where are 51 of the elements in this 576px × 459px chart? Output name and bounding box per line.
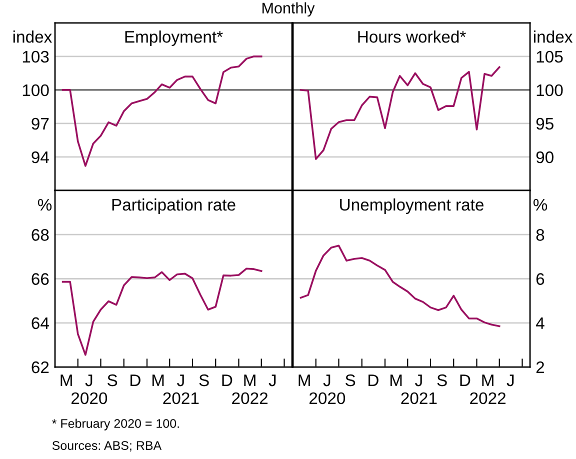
x-tick-label: M <box>152 374 164 386</box>
x-tick-label: J 2021 <box>401 374 437 404</box>
x-tick-label: S <box>437 374 447 386</box>
y-tick-label: 4 <box>536 317 544 329</box>
x-tick-label: S <box>108 374 118 386</box>
x-tick-label: J 2021 <box>163 374 199 404</box>
text: * February 2020 = 100. <box>52 418 179 430</box>
x-tick-label: M 2022 <box>470 374 506 404</box>
chart-title: Participation rate <box>112 198 236 214</box>
x-tick-label: J <box>506 374 514 386</box>
y-tick-label: 97 <box>32 118 49 130</box>
x-tick-label: M <box>390 374 402 386</box>
chart-subtitle: Monthly <box>262 2 315 17</box>
x-tick-label: M <box>60 374 72 386</box>
chart-title: Hours worked* <box>358 30 466 43</box>
y-tick-label: 100 <box>22 84 49 96</box>
x-tick-label: M <box>298 374 310 386</box>
y-axis-title: index <box>534 30 573 43</box>
chart-title: Unemployment rate <box>340 198 484 214</box>
x-tick-label: D <box>130 374 140 386</box>
line-series <box>300 66 500 160</box>
y-tick-label: 8 <box>536 229 544 241</box>
y-tick-label: 2 <box>536 361 544 374</box>
chart-title: Employment* <box>125 30 223 46</box>
x-tick-label: D <box>222 374 232 386</box>
x-tick-label: J 2020 <box>71 374 108 404</box>
y-axis-title: % <box>533 198 548 211</box>
y-axis-title: % <box>38 198 52 211</box>
x-tick-label: S <box>199 374 209 386</box>
y-tick-label: 105 <box>536 50 563 63</box>
line-series <box>62 268 262 356</box>
x-tick-label: D <box>368 374 378 386</box>
y-tick-label: 100 <box>536 84 563 96</box>
y-tick-label: 68 <box>32 229 49 241</box>
y-tick-label: 103 <box>22 50 49 63</box>
y-axis-title: index <box>13 30 52 43</box>
x-tick-label: J <box>268 374 276 386</box>
y-tick-label: 94 <box>32 151 49 164</box>
y-tick-label: 66 <box>32 273 49 285</box>
x-tick-label: J 2020 <box>309 374 346 404</box>
line-series <box>62 56 262 167</box>
y-tick-label: 95 <box>536 118 554 130</box>
line-series <box>300 244 500 328</box>
y-tick-label: 64 <box>32 317 49 330</box>
y-tick-label: 90 <box>536 151 554 164</box>
x-tick-label: S <box>346 374 356 386</box>
y-tick-label: 6 <box>536 273 544 285</box>
source-note: Sources: ABS; RBA <box>52 441 162 452</box>
x-tick-label: M 2022 <box>232 374 268 404</box>
x-tick-label: D <box>460 374 470 386</box>
y-tick-label: 62 <box>32 361 49 374</box>
